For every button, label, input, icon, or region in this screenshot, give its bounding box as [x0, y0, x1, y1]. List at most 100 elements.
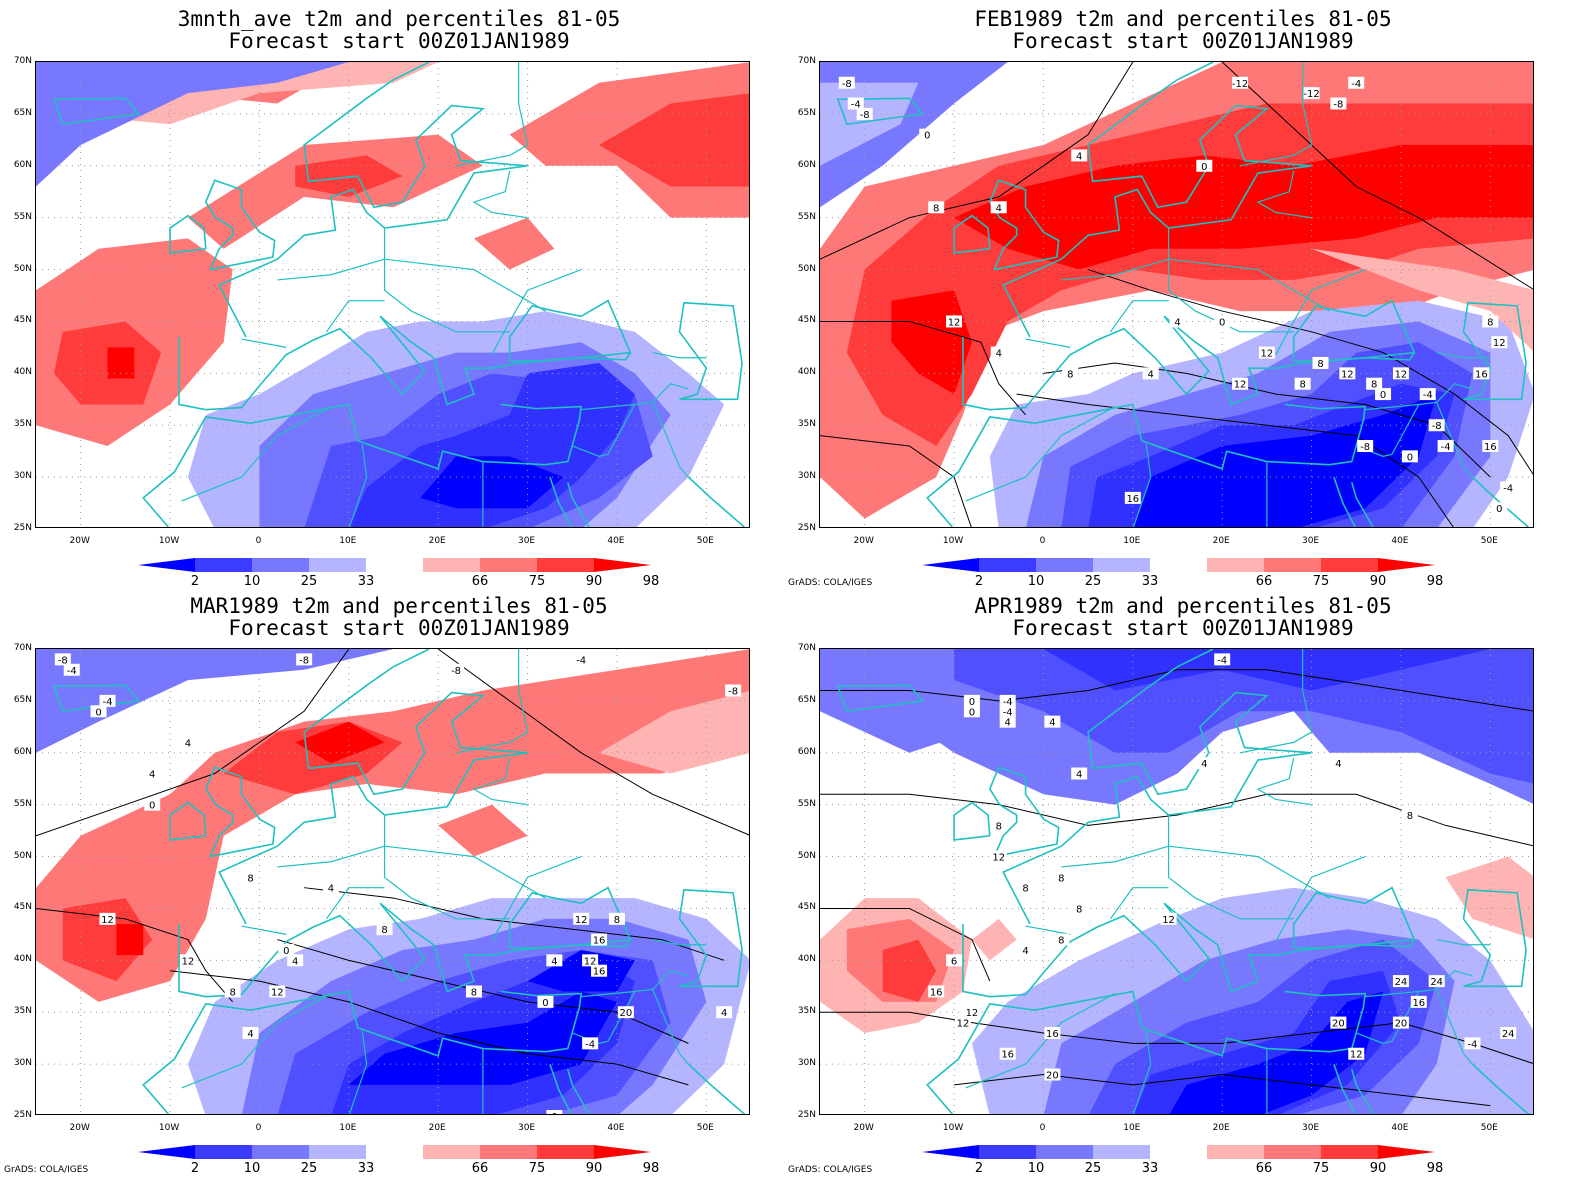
svg-text:12: 12 — [584, 956, 597, 967]
cold-anomaly-region — [36, 62, 349, 187]
svg-text:8: 8 — [996, 821, 1002, 832]
colorbar-label: 2 — [974, 1161, 984, 1176]
coastline — [1292, 299, 1416, 362]
coastline — [508, 299, 632, 362]
coastline — [1002, 62, 1312, 338]
contour-label: 4 — [1071, 149, 1088, 162]
contour-label: 8 — [990, 819, 1007, 832]
contour-label: 0 — [1196, 159, 1213, 173]
contour-line — [820, 907, 991, 982]
country-border — [1025, 925, 1071, 935]
lon-label: 10E — [339, 1123, 357, 1133]
colorbar-label: 33 — [357, 1161, 375, 1176]
svg-text:4: 4 — [1076, 770, 1082, 781]
grads-credit: GrADS: COLA/IGES — [788, 578, 873, 588]
contour-label: 20 — [617, 1006, 634, 1019]
contour-label: -4 — [63, 663, 80, 677]
coastline — [962, 315, 1416, 411]
svg-text:-4: -4 — [585, 1039, 595, 1050]
contour-label: 4 — [990, 201, 1007, 214]
country-border — [1109, 300, 1169, 333]
lon-label: 30E — [517, 536, 536, 546]
contour-label: -4 — [1214, 653, 1231, 666]
warm-anomaly-region — [107, 347, 135, 379]
svg-text:16: 16 — [593, 967, 606, 978]
svg-text:0: 0 — [1380, 390, 1386, 401]
colorbar-arrow-low — [922, 558, 979, 572]
svg-text:16: 16 — [930, 987, 943, 998]
coastline — [204, 766, 276, 858]
country-border — [181, 993, 332, 1089]
colorbar-segment-blank — [366, 1145, 423, 1159]
contour-label: -4 — [999, 694, 1016, 708]
contour-label: -4 — [847, 97, 864, 111]
grads-credit: GrADS: COLA/IGES — [4, 1165, 89, 1175]
colorbar-arrow-high — [1378, 558, 1435, 572]
contour-label: 8 — [1017, 881, 1034, 895]
contour-label: 12 — [1339, 367, 1356, 380]
colorbar-label: 66 — [1255, 1161, 1273, 1176]
contour-label: 16 — [591, 964, 608, 978]
svg-text:8: 8 — [1076, 904, 1082, 915]
grads-credit: GrADS: COLA/IGES — [788, 1165, 873, 1175]
contour-label: 20 — [1392, 1016, 1409, 1030]
lon-label: 40E — [1391, 1123, 1409, 1133]
contour-line — [820, 62, 1134, 260]
country-border — [491, 268, 582, 355]
lat-label: 55N — [13, 798, 32, 809]
country-border — [348, 1030, 368, 1114]
lat-label: 70N — [13, 56, 32, 66]
panel-feb1989: FEB1989 t2m and percentiles 81-05 Foreca… — [784, 0, 1582, 598]
colorbar-arrow-high — [594, 558, 651, 572]
country-border — [1167, 815, 1294, 920]
contour-label: 0 — [963, 705, 980, 718]
contour-label: 4 — [716, 1006, 733, 1019]
svg-text:-8: -8 — [1432, 421, 1442, 432]
warm-anomaly-region — [295, 721, 385, 764]
colorbar-label: 33 — [1141, 574, 1159, 589]
colorbar-segment — [252, 558, 309, 572]
contour-label: 4 — [144, 767, 161, 781]
country-border — [572, 404, 636, 457]
colorbar — [138, 1145, 651, 1159]
contour-label: 12 — [946, 315, 963, 328]
coastline — [52, 97, 141, 126]
cold-anomaly-region — [349, 362, 635, 527]
lat-label: 70N — [13, 643, 32, 653]
svg-text:4: 4 — [551, 956, 557, 967]
map-plot: -8 -4 -8 0 -12 -12 -8 -4 0 4 8 4 12 4 8 4 0 12 12 8 8 12 8 12 0-… — [819, 61, 1534, 528]
contour-label: 8 — [1366, 377, 1383, 391]
country-border — [277, 258, 546, 312]
contour-label: -12 — [1232, 76, 1248, 90]
country-border — [652, 351, 707, 359]
colorbar-segment — [1093, 558, 1150, 572]
country-border — [241, 338, 287, 348]
contour-line — [36, 649, 350, 837]
colorbar-label: 25 — [1084, 1161, 1102, 1176]
contour-label: 12 — [955, 1016, 971, 1030]
colorbar-segment — [979, 558, 1036, 572]
lat-label: 50N — [13, 850, 32, 861]
colorbar-label: 90 — [585, 1161, 603, 1176]
svg-text:20: 20 — [620, 1008, 633, 1019]
panel-title: 3mnth_ave t2m and percentiles 81-05 — [177, 7, 621, 31]
lon-label: 0 — [255, 1123, 262, 1133]
lon-label: 20W — [69, 536, 90, 546]
svg-text:-4: -4 — [1467, 1039, 1477, 1050]
country-border — [1275, 855, 1366, 942]
lon-label: 10E — [1123, 1123, 1141, 1133]
warm-anomaly-region — [954, 145, 1533, 270]
contour-label: 8 — [1053, 871, 1070, 884]
contour-label: 0 — [144, 798, 161, 812]
colorbar-segment — [537, 558, 594, 572]
lon-label: 30E — [1301, 536, 1320, 546]
contour-label: 12 — [582, 954, 599, 967]
svg-text:4: 4 — [1174, 317, 1180, 328]
country-border — [652, 402, 689, 478]
svg-text:12: 12 — [966, 1008, 979, 1019]
country-border — [383, 815, 510, 920]
svg-text:12: 12 — [1261, 349, 1274, 360]
svg-text:12: 12 — [575, 915, 588, 926]
lon-label: 20E — [1212, 1123, 1230, 1133]
coastline — [1471, 476, 1530, 527]
